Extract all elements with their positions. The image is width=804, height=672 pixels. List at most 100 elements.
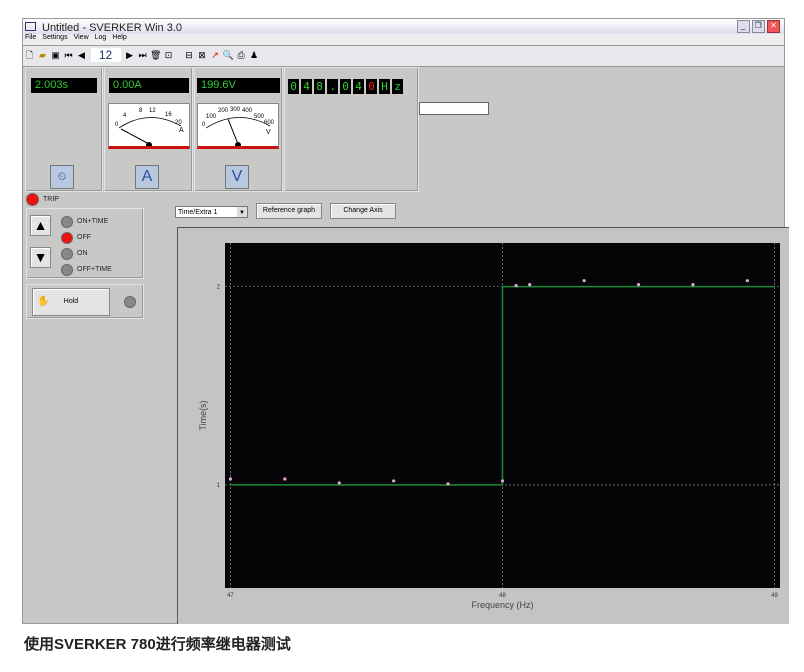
print-icon[interactable]: ⎙ xyxy=(237,50,245,60)
next-icon[interactable]: ▶ xyxy=(126,50,133,60)
window-title: Untitled - SVERKER Win 3.0 xyxy=(42,22,182,34)
title-bar: Untitled - SVERKER Win 3.0 _ ❐ ✕ xyxy=(23,19,784,34)
x-tick-label: 49 xyxy=(771,593,778,599)
frequency-digit: H xyxy=(379,79,390,94)
ammeter-label: 20 xyxy=(175,120,182,126)
data-point xyxy=(392,479,396,483)
trip-led xyxy=(26,193,39,206)
voltmeter-label: 400 xyxy=(242,108,253,114)
data-point xyxy=(500,479,505,483)
data-point xyxy=(528,283,532,287)
ammeter-label: 0 xyxy=(115,122,119,128)
frequency-digit: 0 xyxy=(288,79,299,94)
ammeter-label: 12 xyxy=(149,108,156,114)
blank-field[interactable] xyxy=(419,102,489,115)
frequency-digit: 4 xyxy=(353,79,364,94)
hold-led xyxy=(124,296,136,308)
dropdown-value: Time/Extra 1 xyxy=(178,209,218,216)
last-icon[interactable]: ⏭ xyxy=(138,50,147,60)
trip-label: TRIP xyxy=(43,196,59,203)
save-icon[interactable]: ▣ xyxy=(51,50,60,60)
current-display: 0.00A xyxy=(109,78,189,93)
insert-icon[interactable]: ⊡ xyxy=(164,50,173,60)
voltmeter-label: 300 xyxy=(230,107,241,113)
graph-mode-dropdown[interactable]: Time/Extra 1 ▼ xyxy=(175,206,248,218)
delete-icon[interactable]: 🗑 xyxy=(150,50,162,60)
user-icon[interactable]: ♟ xyxy=(250,50,259,60)
reference-graph-button[interactable]: Reference graph xyxy=(256,203,322,219)
app-icon xyxy=(25,22,36,31)
y-axis-label: Time(s) xyxy=(198,400,208,430)
close-button[interactable]: ✕ xyxy=(767,20,780,33)
ammeter-label: 16 xyxy=(165,112,172,118)
toolbar: 🗋 ▰ ▣ ⏮ ◀ 12 ▶ ⏭ 🗑 ⊡ ⊟ ⊠ ↗ 🔍 ⎙ ♟ xyxy=(23,46,784,67)
graph-icon[interactable]: ⊠ xyxy=(198,50,206,60)
timer-icon[interactable]: ⏲ xyxy=(50,165,74,189)
data-point xyxy=(691,283,695,287)
data-point xyxy=(582,279,586,283)
menu-settings[interactable]: Settings xyxy=(42,34,68,41)
frequency-digit: . xyxy=(327,79,338,94)
mode-label[interactable]: OFF xyxy=(77,234,91,241)
y-tick-label: 1 xyxy=(217,483,221,489)
ammeter-needle xyxy=(120,128,150,145)
x-tick-label: 47 xyxy=(227,593,234,599)
data-point xyxy=(337,481,341,485)
voltmeter-label: 500 xyxy=(254,114,265,120)
menu-view[interactable]: View xyxy=(73,34,89,41)
frequency-digit: 0 xyxy=(366,79,377,94)
app-window: Untitled - SVERKER Win 3.0 _ ❐ ✕ File Set… xyxy=(22,18,789,624)
prev-icon[interactable]: ◀ xyxy=(78,50,85,60)
mode-led xyxy=(61,216,73,228)
ammeter-label: 8 xyxy=(139,108,143,114)
minimize-button[interactable]: _ xyxy=(736,20,750,33)
first-icon[interactable]: ⏮ xyxy=(64,50,73,60)
mode-led xyxy=(61,232,73,244)
open-icon[interactable]: ▰ xyxy=(39,50,46,60)
window-icon[interactable]: ⊟ xyxy=(185,50,193,60)
current-panel: 0.00A 0 4 8 12 16 20 A A xyxy=(104,67,193,192)
data-point xyxy=(514,284,518,288)
hold-button[interactable]: ✋ Hold xyxy=(32,288,110,316)
new-icon[interactable]: 🗋 xyxy=(25,50,34,60)
data-point xyxy=(228,477,233,481)
menu-file[interactable]: File xyxy=(25,34,37,41)
frequency-digit: 8 xyxy=(314,79,325,94)
y-tick-label: 2 xyxy=(217,285,221,291)
voltage-display: 199.6V xyxy=(197,78,280,93)
record-number-field[interactable]: 12 xyxy=(90,48,121,62)
up-arrow-button[interactable]: ▲ xyxy=(30,215,51,236)
down-arrow-button[interactable]: ▼ xyxy=(30,247,51,268)
mode-label[interactable]: OFF+TIME xyxy=(77,266,112,273)
hold-group: ✋ Hold xyxy=(26,284,144,319)
change-axis-button[interactable]: Change Axis xyxy=(330,203,396,219)
menu-log[interactable]: Log xyxy=(94,34,107,41)
mode-label[interactable]: ON+TIME xyxy=(77,218,109,225)
voltmeter-needle xyxy=(227,118,239,145)
arrow-icon[interactable]: ↗ xyxy=(211,50,219,60)
hand-icon: ✋ xyxy=(37,296,50,307)
data-point xyxy=(283,477,287,481)
chevron-down-icon[interactable]: ▼ xyxy=(237,207,247,217)
data-point xyxy=(745,279,749,283)
ammeter-unit: A xyxy=(179,127,184,134)
menu-help[interactable]: Help xyxy=(112,34,127,41)
menu-bar: File Settings View Log Help xyxy=(23,34,784,46)
hold-label: Hold xyxy=(63,298,79,305)
x-tick-label: 48 xyxy=(499,593,506,599)
preview-icon[interactable]: 🔍 xyxy=(222,50,234,60)
frequency-digit: 0 xyxy=(340,79,351,94)
restore-button[interactable]: ❐ xyxy=(751,20,765,33)
mode-label[interactable]: ON xyxy=(77,250,88,257)
x-axis-label: Frequency (Hz) xyxy=(471,600,533,610)
voltmeter-button[interactable]: V xyxy=(225,165,249,189)
data-point xyxy=(636,283,641,287)
mode-group: ▲ ▼ ON+TIME OFF ON OFF+TIME xyxy=(26,208,144,279)
chart-frame: 47 48 49 1 2 Frequency (Hz) Time(s) xyxy=(177,227,789,624)
ammeter-button[interactable]: A xyxy=(135,165,159,189)
frequency-digit: 4 xyxy=(301,79,312,94)
